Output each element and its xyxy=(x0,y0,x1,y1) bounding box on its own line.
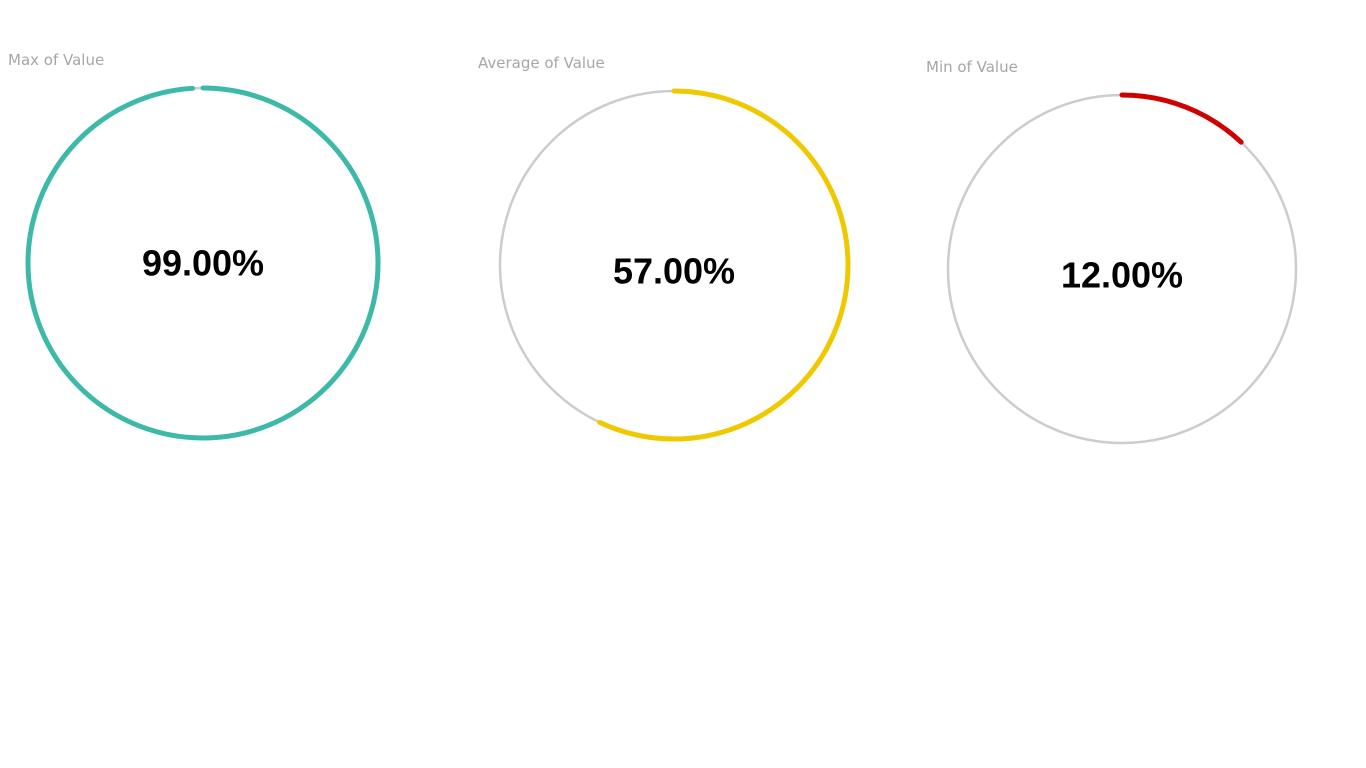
gauge-arc xyxy=(25,85,381,441)
gauge-title: Average of Value xyxy=(478,54,605,72)
gauge-arc xyxy=(497,88,851,442)
gauge-value-label: 57.00% xyxy=(613,251,735,292)
gauge-title: Min of Value xyxy=(926,58,1018,76)
gauge-value-label: 99.00% xyxy=(142,243,264,284)
gauge-ring: 57.00% xyxy=(497,88,851,442)
gauge-ring: 12.00% xyxy=(945,92,1299,446)
gauge-ring: 99.00% xyxy=(25,85,381,441)
gauge-title: Max of Value xyxy=(8,51,105,69)
gauge-arc xyxy=(945,92,1299,446)
gauge-value-label: 12.00% xyxy=(1061,255,1183,296)
